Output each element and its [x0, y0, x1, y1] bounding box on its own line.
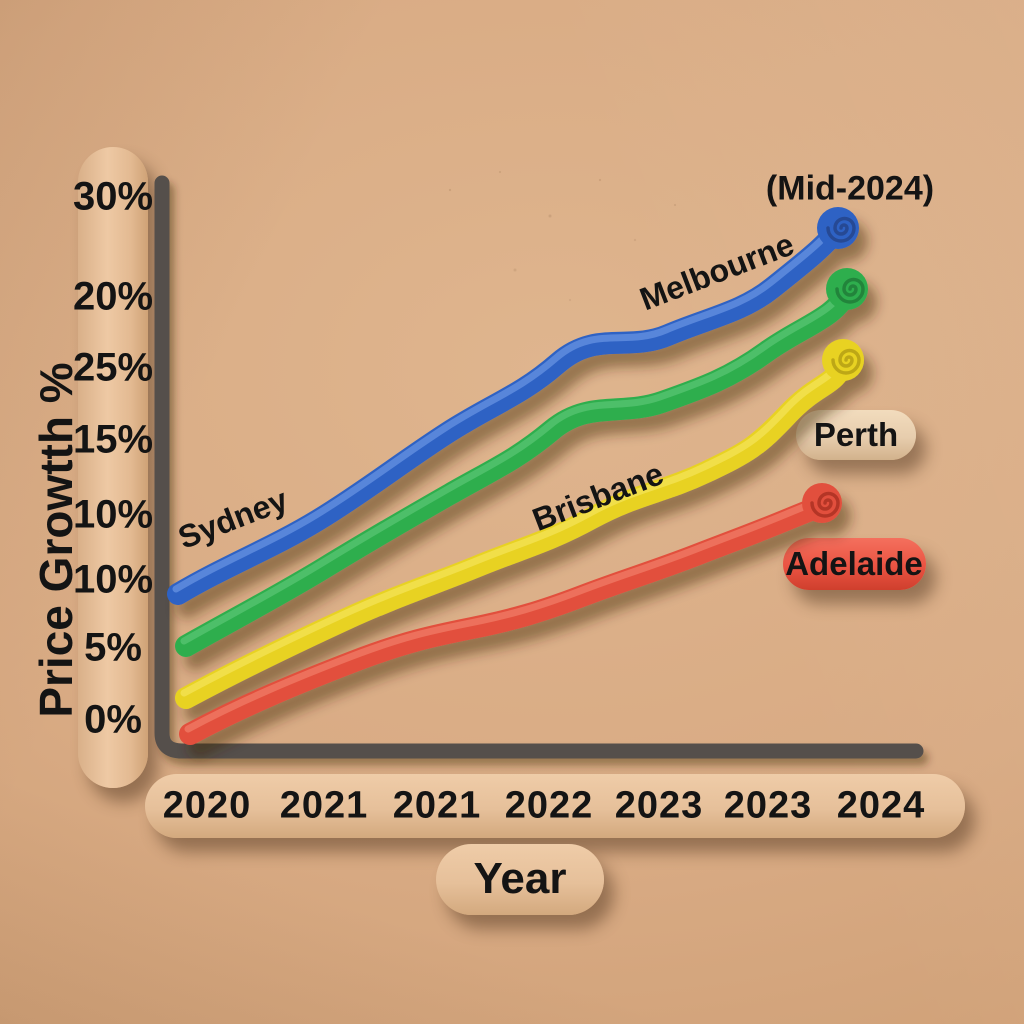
x-tick: 2021 [279, 784, 369, 827]
perth-label: Perth [813, 416, 899, 453]
axes-lines [154, 175, 924, 759]
yellow-line-path [175, 351, 854, 709]
blue-line-path [167, 219, 848, 605]
x-tick: 2022 [504, 784, 594, 827]
perth-label-pill [796, 410, 916, 460]
x-tick: 2020 [162, 784, 252, 827]
blue-line-highlight [172, 221, 839, 593]
mid-2024-annotation: (Mid-2024) [765, 169, 935, 208]
blue-spiral-icon [826, 216, 856, 243]
y-tick: 25% [72, 345, 154, 390]
y-axis-label-bar [78, 147, 148, 788]
adelaide-label-pill [783, 538, 926, 590]
red-line-path [179, 494, 831, 745]
green-line-path [175, 280, 858, 657]
x-axis-title-pill [436, 844, 604, 915]
y-axis-title: Price Growtth % [30, 362, 82, 718]
yellow-line-highlight [180, 353, 845, 697]
y-tick: 15% [72, 417, 154, 462]
x-tick: 2021 [392, 784, 482, 827]
red-spiral-icon [810, 491, 840, 518]
red-line-highlight [184, 496, 822, 733]
y-tick: 5% [84, 625, 142, 670]
yellow-clay-line [175, 339, 864, 709]
red-clay-line [179, 483, 842, 745]
blue-clay-line [167, 207, 859, 605]
x-tick: 2024 [836, 784, 926, 827]
yellow-spiral-icon [831, 348, 861, 375]
green-spiral-icon [835, 277, 865, 304]
x-axis-title: Year [473, 854, 567, 903]
green-clay-line [175, 268, 868, 657]
x-tick: 2023 [723, 784, 813, 827]
green-line-highlight [180, 282, 849, 645]
x-axis-label-bar [145, 774, 965, 838]
y-tick: 10% [72, 557, 154, 602]
y-tick: 0% [84, 697, 142, 742]
y-tick: 10% [72, 492, 154, 537]
y-tick: 20% [72, 274, 154, 319]
adelaide-label: Adelaide [785, 545, 923, 582]
y-tick: 30% [72, 174, 154, 219]
texture-speckles [420, 150, 730, 340]
x-tick: 2023 [614, 784, 704, 827]
